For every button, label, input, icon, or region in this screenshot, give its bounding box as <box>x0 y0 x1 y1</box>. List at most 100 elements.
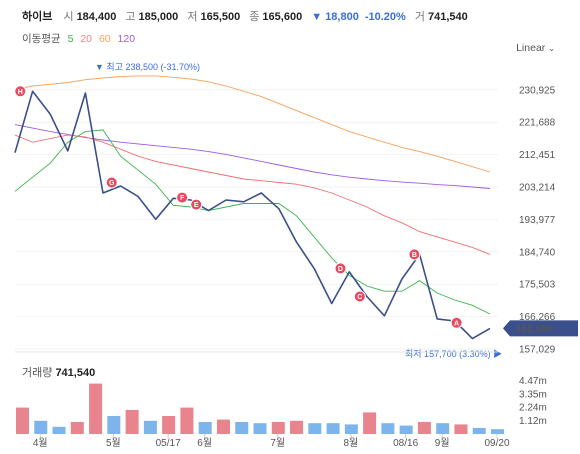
volume-bar <box>290 420 304 434</box>
volume-bar <box>399 425 413 434</box>
change-percent: -10.20% <box>364 11 406 23</box>
event-marker-h: H <box>14 85 27 98</box>
volume-bar <box>198 422 212 434</box>
marker-circle <box>14 85 27 98</box>
x-tick-label: 05/17 <box>156 438 181 449</box>
x-tick-label: 6월 <box>197 437 212 449</box>
volume-bar <box>417 422 431 434</box>
volume-bar <box>344 424 358 434</box>
event-markers: H G F E D C B A <box>14 85 463 329</box>
volume-bar <box>454 424 468 434</box>
marker-circle <box>105 176 118 189</box>
scale-mode-label: Linear <box>516 42 546 54</box>
current-price-tag: 162,900 <box>503 320 578 337</box>
price-series <box>14 90 491 340</box>
event-marker-b: B <box>408 248 421 261</box>
volume-bar <box>363 412 377 434</box>
volume-tick-label: 2.24m <box>519 403 547 414</box>
y-tick-label: 221,688 <box>519 118 556 129</box>
event-marker-c: C <box>353 290 366 303</box>
chevron-down-icon: ⌄ <box>548 44 555 53</box>
volume-bar <box>308 423 322 434</box>
price-y-axis: 157,029 166,266 175,503 184,740 193,977 203,2… <box>519 85 556 355</box>
high-label: 고 <box>125 11 136 23</box>
x-tick-label: 8월 <box>343 437 358 449</box>
y-tick-label: 203,214 <box>519 183 556 194</box>
volume-bar <box>253 423 267 434</box>
x-tick-label: 5월 <box>106 437 121 449</box>
volume-tick-label: 4.47m <box>519 376 547 387</box>
volume-bar <box>70 422 84 434</box>
marker-label: F <box>180 195 185 202</box>
close-label: 종 <box>249 11 260 23</box>
ma20-line <box>14 134 491 255</box>
close-value: 165,600 <box>262 11 303 23</box>
marker-circle <box>190 198 203 211</box>
marker-label: B <box>412 252 417 259</box>
y-tick-label: 212,451 <box>519 150 556 161</box>
marker-circle <box>334 262 347 275</box>
y-tick-label: 166,266 <box>519 312 556 323</box>
volume-panel-title: 거래량 <box>22 367 53 379</box>
marker-circle <box>353 290 366 303</box>
chart-header: 하이브 시 184,400 고 185,000 저 165,500 종 165,600 … <box>0 0 580 54</box>
ma120-legend[interactable]: 120 <box>117 33 136 45</box>
volume-bar <box>34 420 48 434</box>
event-marker-d: D <box>334 262 347 275</box>
moving-average-legend: 이동평균 5 20 60 120 <box>22 31 135 46</box>
marker-label: G <box>109 180 115 187</box>
volume-tick-label: 1.12m <box>519 416 547 427</box>
volume-bar <box>491 429 504 434</box>
volume-bar <box>381 423 395 434</box>
y-tick-label: 175,503 <box>519 280 556 291</box>
event-marker-a: A <box>450 316 463 329</box>
x-axis: 4월 5월 05/17 6월 7월 8월 08/16 9월 09/20 <box>33 434 510 449</box>
volume-bar <box>125 410 139 434</box>
volume-panel-value: 741,540 <box>55 367 96 379</box>
y-tick-label: 193,977 <box>519 215 556 226</box>
event-marker-f: F <box>176 191 189 204</box>
volume-bar <box>436 423 450 434</box>
ma5-legend[interactable]: 5 <box>67 33 74 45</box>
y-tick-label: 157,029 <box>519 345 556 356</box>
annotations: ▼ 최고 238,500 (-31.70%) 최저 157,700 (3.30%… <box>95 62 502 359</box>
price-summary: 하이브 시 184,400 고 185,000 저 165,500 종 165,600 … <box>22 8 474 24</box>
x-tick-label: 08/16 <box>393 438 418 449</box>
volume-bar <box>180 407 194 434</box>
volume-panel-label: 거래량 741,540 <box>22 364 95 380</box>
marker-circle <box>408 248 421 261</box>
ma5-line <box>14 129 491 315</box>
volume-y-axis: 1.12m 2.24m 3.35m 4.47m <box>519 376 547 427</box>
moving-average-lines <box>14 75 491 315</box>
volume-bar <box>16 407 29 434</box>
low-value: 165,500 <box>200 11 241 23</box>
marker-label: C <box>357 294 362 301</box>
volume-bar <box>162 416 176 434</box>
low-label: 저 <box>187 11 198 23</box>
stock-name: 하이브 <box>22 11 53 23</box>
marker-circle <box>176 191 189 204</box>
event-marker-g: G <box>105 176 118 189</box>
open-value: 184,400 <box>76 11 117 23</box>
scale-mode-dropdown[interactable]: Linear ⌄ <box>516 42 555 54</box>
x-tick-label: 09/20 <box>484 438 509 449</box>
open-label: 시 <box>63 11 74 23</box>
price-line <box>14 90 491 340</box>
x-tick-label: 7월 <box>270 437 285 449</box>
ma-title: 이동평균 <box>22 33 61 45</box>
volume-bar <box>271 422 285 434</box>
x-tick-label: 4월 <box>33 437 48 449</box>
ma60-legend[interactable]: 60 <box>98 33 111 45</box>
marker-label: H <box>18 89 23 96</box>
volume-bar <box>52 426 66 434</box>
volume-value: 741,540 <box>428 11 468 23</box>
marker-label: E <box>194 202 199 209</box>
high-annotation: ▼ 최고 238,500 (-31.70%) <box>95 62 200 72</box>
low-annotation: 최저 157,700 (3.30%) ▶ <box>405 349 502 359</box>
ma20-legend[interactable]: 20 <box>80 33 93 45</box>
volume-bar <box>326 423 340 434</box>
ma120-line <box>14 124 491 189</box>
current-price-value: 162,900 <box>516 324 553 335</box>
marker-circle <box>450 316 463 329</box>
